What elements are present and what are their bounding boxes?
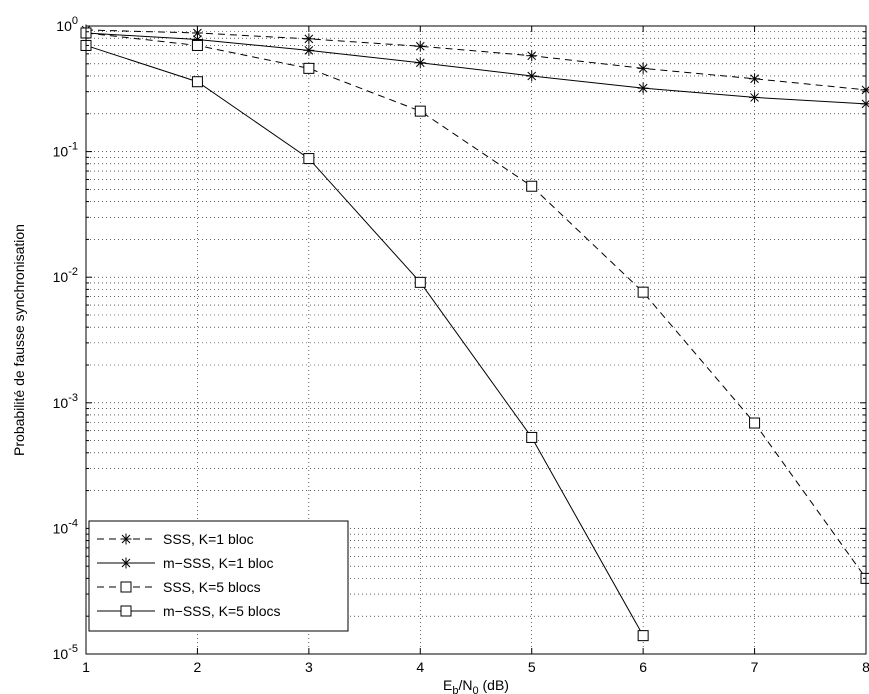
y-tick-label: 100: [56, 15, 78, 34]
data-point: [637, 630, 649, 642]
legend-marker: [120, 605, 132, 617]
legend-label: SSS, K=5 blocs: [163, 579, 261, 595]
series-layer: [80, 24, 869, 642]
y-tick-label: 10-5: [53, 643, 78, 662]
data-point: [637, 82, 649, 94]
y-tick-exponent: -4: [68, 517, 78, 529]
x-axis-label-sub1: b: [452, 685, 458, 694]
legend-marker: [120, 557, 132, 569]
data-point: [303, 44, 315, 56]
data-point: [414, 276, 426, 288]
y-tick-base: 10: [56, 18, 72, 34]
data-point: [414, 40, 426, 52]
y-tick-exponent: -1: [68, 141, 78, 153]
y-tick-label: 10-2: [53, 266, 78, 285]
y-tick-base: 10: [53, 144, 69, 160]
y-tick-label: 10-1: [53, 141, 78, 160]
x-tick-label: 4: [416, 659, 424, 675]
y-tick-label: 10-3: [53, 392, 78, 411]
series-line: [85, 32, 867, 105]
x-tick-label: 1: [82, 659, 90, 675]
y-tick-exponent: -3: [68, 392, 78, 404]
x-axis-label-sub2: 0: [473, 685, 479, 694]
data-point: [526, 50, 538, 62]
y-tick-base: 10: [53, 520, 69, 536]
legend-label: m−SSS, K=5 blocs: [163, 603, 281, 619]
y-tick-label: 10-4: [53, 517, 78, 536]
y-tick-exponent: -2: [68, 266, 78, 278]
x-tick-label: 7: [751, 659, 759, 675]
y-tick-base: 10: [53, 395, 69, 411]
x-axis-label: Eb/N0 (dB): [443, 677, 509, 694]
data-point: [637, 286, 649, 298]
data-point: [191, 76, 203, 88]
series-line: [85, 29, 867, 91]
legend-marker: [120, 533, 132, 545]
data-point: [191, 39, 203, 51]
data-point: [303, 153, 315, 165]
data-point: [526, 70, 538, 82]
y-tick-exponent: -5: [68, 643, 78, 655]
data-point: [414, 105, 426, 117]
x-axis-label-tail: (dB): [479, 677, 509, 693]
data-point: [414, 57, 426, 69]
x-tick-label: 3: [305, 659, 313, 675]
plot-frame: [85, 25, 867, 655]
y-tick-exponent: 0: [72, 15, 78, 27]
data-point: [637, 62, 649, 74]
data-point: [526, 431, 538, 443]
data-point: [749, 91, 761, 103]
series-line: [85, 32, 867, 579]
series-line: [85, 44, 644, 636]
legend: SSS, K=1 bloc m−SSS, K=1 bloc SSS, K=5 blo…: [88, 520, 349, 632]
legend-box: [88, 520, 349, 632]
legend-marker: [120, 581, 132, 593]
x-tick-label: 6: [639, 659, 647, 675]
legend-label: SSS, K=1 bloc: [163, 531, 254, 547]
data-point: [749, 73, 761, 85]
x-tick-label: 8: [862, 659, 869, 675]
data-point: [303, 33, 315, 45]
data-point: [303, 62, 315, 74]
y-tick-base: 10: [53, 269, 69, 285]
data-point: [526, 180, 538, 192]
series-3: [80, 39, 649, 642]
x-tick-label: 5: [528, 659, 536, 675]
y-axis-label: Probabilité de fausse synchronisation: [11, 224, 27, 456]
legend-label: m−SSS, K=1 bloc: [163, 555, 274, 571]
y-tick-base: 10: [53, 646, 69, 662]
data-point: [749, 417, 761, 429]
x-axis-label-base: E: [443, 677, 452, 693]
x-axis-label-mid: /N: [459, 677, 473, 693]
x-tick-label: 2: [194, 659, 202, 675]
